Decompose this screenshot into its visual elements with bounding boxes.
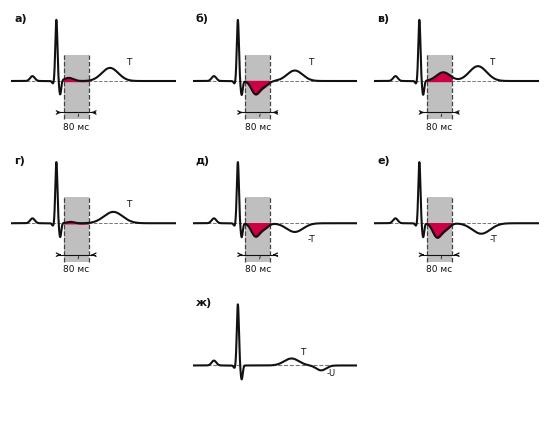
Bar — [245, 55, 270, 120]
Text: T: T — [300, 347, 305, 356]
Text: -T: -T — [490, 234, 497, 243]
Bar — [64, 55, 89, 120]
Text: б): б) — [196, 14, 209, 25]
Bar — [427, 197, 452, 262]
Text: 80 мс: 80 мс — [63, 115, 89, 132]
Text: е): е) — [377, 156, 390, 166]
Text: T: T — [126, 199, 132, 208]
Text: а): а) — [14, 14, 27, 24]
Text: T: T — [126, 57, 132, 66]
Text: T: T — [308, 57, 314, 66]
Text: 80 мс: 80 мс — [426, 115, 452, 132]
Text: 80 мс: 80 мс — [245, 115, 271, 132]
Text: 80 мс: 80 мс — [245, 257, 271, 273]
Bar — [64, 197, 89, 262]
Bar — [427, 55, 452, 120]
Text: T: T — [490, 57, 495, 66]
Text: 80 мс: 80 мс — [63, 257, 89, 273]
Text: -T: -T — [308, 234, 316, 243]
Text: 80 мс: 80 мс — [426, 257, 452, 273]
Text: -U: -U — [326, 368, 336, 377]
Text: г): г) — [14, 156, 25, 166]
Text: ж): ж) — [196, 298, 212, 307]
Bar — [245, 197, 270, 262]
Text: д): д) — [196, 156, 210, 166]
Text: в): в) — [377, 14, 389, 24]
